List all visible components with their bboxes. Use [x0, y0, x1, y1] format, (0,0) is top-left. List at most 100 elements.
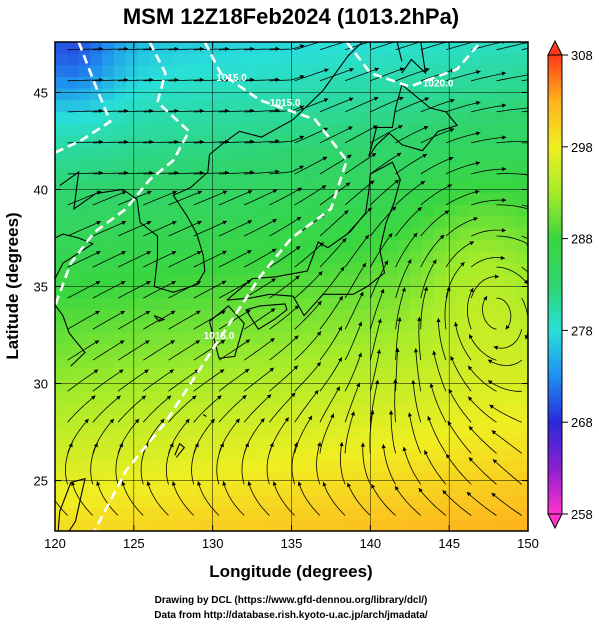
heatmap-cell: [457, 414, 470, 427]
heatmap-cell: [291, 239, 304, 253]
heatmap-cell: [480, 205, 494, 218]
heatmap-cell: [66, 496, 80, 509]
heatmap-cell: [149, 42, 163, 55]
heatmap-cell: [279, 472, 293, 486]
heatmap-cell: [102, 88, 115, 101]
credit-line-2: Data from http://database.rish.kyoto-u.a…: [154, 610, 428, 621]
x-tick-label: 140: [359, 536, 381, 551]
coastline-segment: [245, 303, 288, 330]
streamline-arrowhead: [424, 97, 429, 102]
heatmap-cell: [338, 391, 352, 404]
streamline-arrowhead: [272, 481, 277, 486]
streamline: [408, 412, 422, 454]
streamline: [430, 383, 447, 423]
heatmap-cell: [66, 449, 80, 462]
streamline-arrowhead: [222, 190, 228, 195]
heatmap-cell: [208, 298, 222, 311]
streamline-arrowhead: [543, 293, 547, 297]
heatmap-cell: [421, 379, 434, 392]
heatmap-cell: [90, 298, 103, 311]
heatmap-cell: [409, 239, 423, 253]
pressure-contours: [55, 42, 482, 531]
heatmap-cell: [232, 123, 245, 136]
heatmap-cell: [468, 298, 482, 311]
heatmap-cell: [362, 309, 375, 323]
heatmap-cell: [125, 42, 139, 55]
heatmap-cell: [208, 158, 222, 171]
streamline-arrowhead: [297, 481, 302, 486]
heatmap-cell: [315, 53, 328, 66]
heatmap-cell: [125, 181, 139, 194]
heatmap-cell: [504, 298, 517, 311]
heatmap-cell: [338, 437, 352, 451]
heatmap-cell: [267, 449, 281, 462]
heatmap-cell: [421, 344, 434, 357]
heatmap-cell: [504, 216, 517, 229]
heatmap-cell: [350, 181, 364, 194]
heatmap-cell: [315, 181, 328, 194]
streamline-arrowhead: [318, 271, 323, 276]
heatmap-cell: [161, 181, 174, 194]
heatmap-cell: [137, 111, 151, 125]
heatmap-cell: [374, 472, 387, 486]
heatmap-cell: [457, 274, 470, 288]
heatmap-cell: [374, 402, 387, 416]
heatmap-cell: [374, 414, 387, 427]
streamline-arrowhead: [196, 251, 202, 255]
heatmap-cell: [457, 344, 470, 357]
streamline: [319, 326, 343, 361]
heatmap-cell: [350, 356, 364, 369]
heatmap-cell: [55, 507, 68, 520]
heatmap-cell: [433, 344, 446, 357]
heatmap-cell: [504, 111, 517, 125]
streamline-arrowhead: [371, 153, 377, 158]
heatmap-cell: [315, 484, 328, 497]
heatmap-cell: [291, 205, 304, 218]
heatmap-cell: [315, 414, 328, 427]
heatmap-cell: [161, 484, 174, 497]
heatmap-cell: [504, 88, 517, 101]
streamline-arrowhead: [350, 411, 355, 416]
heatmap-cell: [90, 426, 103, 439]
heatmap-cell: [114, 88, 127, 101]
heatmap-cell: [504, 461, 517, 474]
streamline-arrowhead: [417, 207, 422, 212]
streamline: [193, 310, 226, 330]
streamline: [420, 259, 437, 299]
streamline: [269, 187, 303, 206]
heatmap-cell: [338, 274, 352, 288]
heatmap-cell: [279, 146, 293, 160]
streamline-arrowhead: [222, 250, 227, 255]
heatmap-cell: [279, 426, 293, 439]
streamline: [319, 295, 344, 330]
heatmap-cell: [433, 146, 446, 160]
heatmap-cell: [114, 135, 127, 148]
heatmap-cell: [409, 286, 423, 299]
heatmap-cell: [149, 146, 163, 160]
heatmap-cell: [516, 461, 528, 474]
heatmap-cell: [315, 76, 328, 90]
streamline: [143, 221, 177, 237]
pressure-contour: [55, 42, 112, 154]
heatmap-cell: [386, 170, 399, 183]
heatmap-cell: [196, 88, 210, 101]
heatmap-cell: [220, 88, 233, 101]
streamline-arrowhead: [349, 67, 354, 73]
heatmap-cell: [504, 251, 517, 264]
heatmap-cell: [173, 449, 186, 462]
heatmap-cell: [445, 309, 458, 323]
heatmap-cell: [173, 193, 186, 206]
streamline: [369, 349, 380, 392]
heatmap-cell: [66, 100, 80, 113]
heatmap-cell: [78, 391, 92, 404]
heatmap-cell: [362, 146, 375, 160]
heatmap-cell: [256, 356, 269, 369]
colorbar-top-arrow: [547, 39, 563, 56]
streamline: [117, 280, 151, 299]
streamline-arrowhead: [348, 126, 353, 131]
streamline-arrowhead: [468, 426, 474, 431]
streamline-arrowhead: [250, 46, 255, 52]
heatmap-cell: [102, 461, 115, 474]
coastline-segment: [226, 161, 401, 317]
heatmap-cell: [397, 181, 411, 194]
